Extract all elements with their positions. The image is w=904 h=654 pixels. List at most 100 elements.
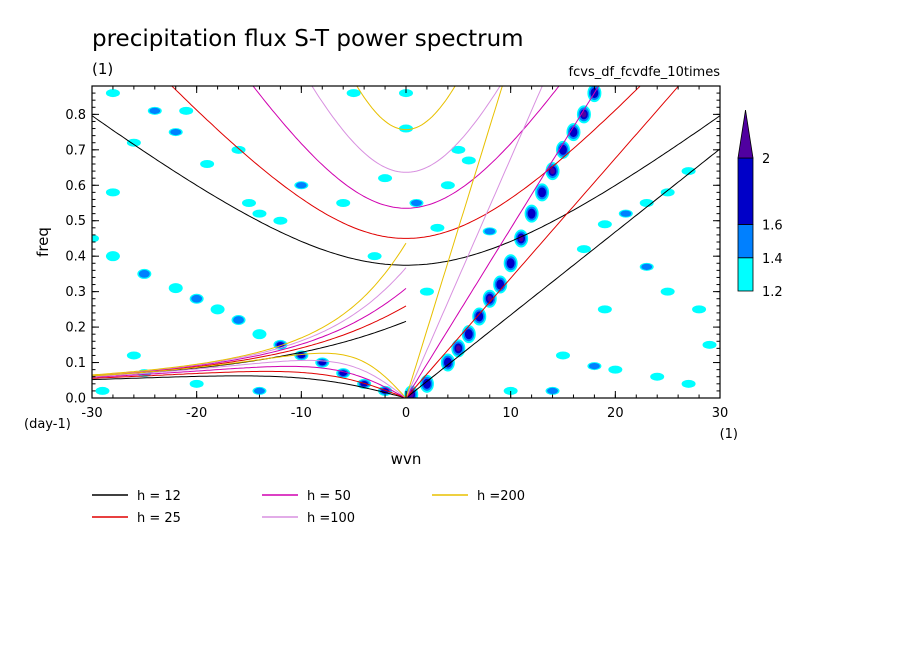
kelvin-ridge-blob: [527, 208, 536, 219]
colorbar-label: 1.2: [762, 285, 783, 300]
x-tick-label: 30: [712, 406, 729, 421]
speckle-blob: [702, 340, 717, 349]
kelvin-ridge-blob: [455, 345, 461, 352]
y-tick-label: 0.1: [65, 356, 86, 371]
legend-label: h = 12: [137, 489, 181, 504]
speckle-blob: [126, 351, 141, 360]
speckle-blob: [484, 228, 496, 235]
speckle-blob: [336, 199, 351, 207]
y-tick-label: 0.0: [65, 392, 86, 407]
kelvin-ridge-blob: [538, 187, 546, 198]
speckle-blob: [399, 124, 413, 133]
speckle-blob: [660, 188, 675, 197]
kelvin-ridge-blob: [559, 144, 567, 155]
kelvin-ridge-blob: [496, 279, 505, 290]
speckle-blob: [126, 138, 141, 147]
speckle-blob: [440, 181, 455, 190]
speckle-blob: [242, 199, 256, 207]
x-tick-label: 20: [607, 406, 624, 421]
speckle-blob: [92, 234, 99, 243]
speckle-blob: [547, 387, 558, 395]
speckle-blob: [430, 223, 445, 232]
x-tick-label: -20: [186, 406, 207, 421]
x-tick-label: 10: [502, 406, 519, 421]
colorbar-segment: [737, 157, 754, 225]
x-axis-unit: (1): [720, 427, 738, 442]
legend-label: h =200: [477, 489, 525, 504]
spectrum-fill: [92, 86, 717, 398]
curve-ig-200: [356, 86, 456, 131]
westward-band-blob: [138, 270, 150, 278]
y-axis-label: freq: [34, 227, 52, 257]
colorbar-label: 2: [762, 152, 770, 167]
speckle-blob: [378, 174, 393, 183]
legend: h = 12 h = 25 h = 50 h =100 h =200: [92, 489, 525, 526]
speckle-blob: [650, 372, 665, 381]
colorbar-segment: [737, 257, 754, 292]
speckle-blob: [346, 89, 361, 98]
speckle-blob: [597, 305, 612, 314]
speckle-blob: [641, 263, 653, 270]
colorbar-label: 1.6: [762, 219, 783, 234]
kelvin-ridge-blob: [506, 258, 515, 269]
curve-er-25: [92, 370, 407, 398]
y-tick-label: 0.6: [65, 179, 86, 194]
speckle-blob: [149, 107, 161, 114]
kelvin-ridge-blob: [423, 378, 431, 389]
curve-mrg-25: [92, 305, 407, 377]
curve-er-12: [92, 375, 407, 398]
speckle-blob: [105, 89, 120, 98]
speckle-blob: [170, 128, 182, 136]
speckle-blob: [576, 245, 591, 254]
colorbar-extension-triangle: [737, 109, 754, 159]
westward-band-blob: [210, 304, 225, 315]
speckle-blob: [681, 379, 696, 388]
speckle-blob: [660, 287, 675, 296]
speckle-blob: [367, 252, 382, 261]
colorbar-label: 1.4: [762, 252, 783, 267]
speckle-blob: [200, 160, 215, 168]
curve-kelvin-100: [405, 86, 543, 398]
speckle-blob: [295, 182, 307, 189]
westward-band-blob: [191, 294, 203, 303]
westward-band-blob: [252, 329, 267, 340]
kelvin-ridge-blob: [550, 168, 555, 175]
axis-ticks: -30 -20 -10 0 10 20 30 0.0 0.1 0.2 0.3 0.4 0.5 0.6 0.7…: [65, 85, 729, 421]
curve-mrg-200: [92, 242, 407, 376]
kelvin-ridge-blob: [581, 111, 587, 118]
legend-label: h =100: [307, 511, 355, 526]
x-tick-label: -30: [81, 406, 102, 421]
curve-kelvin-25: [405, 86, 680, 398]
curve-ig-50: [252, 86, 560, 209]
curve-kelvin-50: [405, 86, 600, 398]
curve-ig-25: [171, 86, 641, 239]
y-tick-label: 0.5: [65, 214, 86, 229]
legend-label: h = 25: [137, 511, 181, 526]
curve-er-50: [92, 365, 407, 398]
chart-subtitle-left: (1): [92, 60, 113, 78]
speckle-blob: [620, 210, 632, 217]
speckle-blob: [189, 379, 204, 388]
chart-title: precipitation flux S-T power spectrum: [92, 26, 524, 52]
y-tick-label: 0.8: [65, 108, 86, 123]
x-tick-label: 0: [402, 406, 410, 421]
speckle-blob: [451, 145, 466, 154]
curve-er-200: [92, 352, 407, 398]
speckle-blob: [681, 167, 696, 176]
speckle-blob: [179, 106, 194, 115]
legend-label: h = 50: [307, 489, 351, 504]
speckle-blob: [692, 305, 707, 314]
colorbar-segment: [737, 224, 754, 259]
plot-frame: [91, 85, 721, 399]
westward-band-blob: [297, 352, 306, 359]
curve-ig-12: [92, 115, 720, 266]
curve-kelvin-200: [405, 86, 503, 398]
speckle-blob: [254, 387, 265, 395]
kelvin-ridge-blob: [464, 329, 473, 340]
speckle-blob: [461, 156, 476, 165]
y-tick-label: 0.2: [65, 321, 86, 336]
y-axis-unit: (day-1): [24, 417, 71, 432]
speckle-blob: [588, 362, 600, 370]
speckle-blob: [597, 220, 612, 229]
